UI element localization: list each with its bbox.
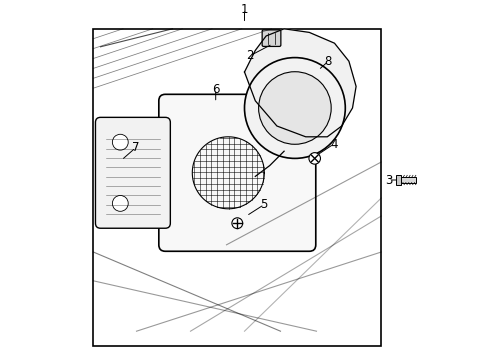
Text: 3: 3 bbox=[385, 174, 392, 186]
Circle shape bbox=[308, 153, 320, 164]
Circle shape bbox=[258, 72, 330, 144]
Text: 4: 4 bbox=[329, 138, 337, 150]
Bar bbox=[93, 29, 381, 346]
FancyBboxPatch shape bbox=[159, 94, 315, 251]
Text: 1: 1 bbox=[240, 3, 248, 15]
Bar bbox=[400, 177, 415, 183]
Circle shape bbox=[112, 134, 128, 150]
Polygon shape bbox=[244, 29, 355, 137]
FancyBboxPatch shape bbox=[262, 30, 280, 46]
Text: 2: 2 bbox=[245, 49, 253, 62]
Text: 8: 8 bbox=[324, 55, 331, 68]
Bar bbox=[396, 175, 400, 185]
Circle shape bbox=[244, 58, 345, 158]
Text: 5: 5 bbox=[260, 198, 267, 211]
FancyBboxPatch shape bbox=[95, 117, 170, 228]
Text: 7: 7 bbox=[132, 141, 139, 154]
Circle shape bbox=[112, 195, 128, 211]
Circle shape bbox=[231, 218, 242, 229]
Text: 6: 6 bbox=[211, 83, 219, 96]
